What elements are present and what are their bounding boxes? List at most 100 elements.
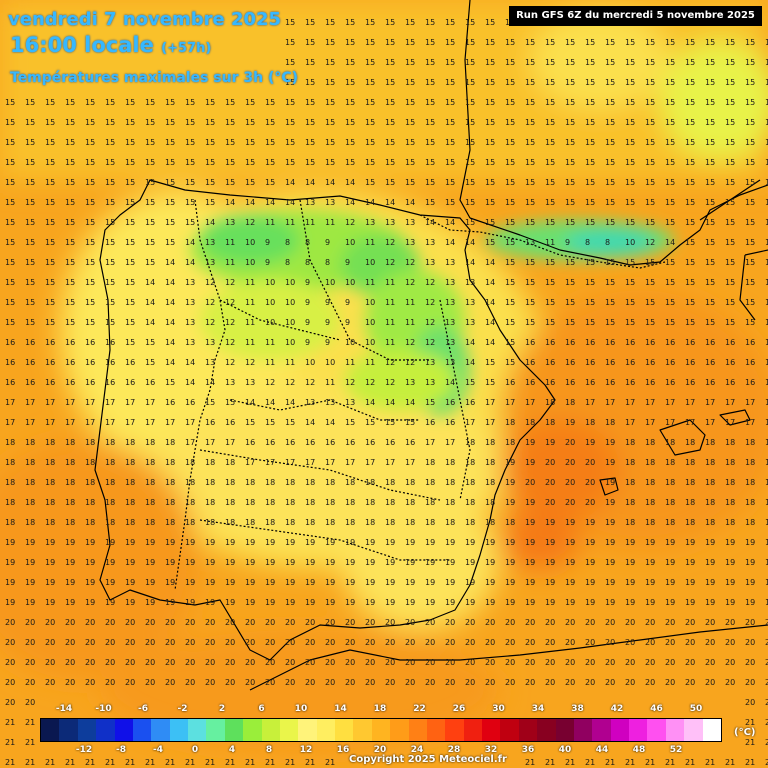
- grid-value: 15: [185, 138, 195, 147]
- grid-value: 20: [405, 658, 415, 667]
- grid-value: 15: [145, 178, 155, 187]
- grid-value: 19: [405, 578, 415, 587]
- grid-value: 15: [225, 138, 235, 147]
- grid-value: 15: [165, 138, 175, 147]
- grid-value: 17: [665, 418, 675, 427]
- grid-value: 14: [485, 278, 495, 287]
- grid-value: 18: [625, 458, 635, 467]
- grid-value: 15: [725, 178, 735, 187]
- grid-value: 19: [145, 598, 155, 607]
- grid-value: 16: [685, 358, 695, 367]
- grid-value: 15: [705, 118, 715, 127]
- grid-value: 21: [645, 758, 655, 767]
- grid-value: 15: [125, 278, 135, 287]
- grid-value: 15: [725, 218, 735, 227]
- grid-value: 16: [205, 418, 215, 427]
- grid-value: 15: [305, 78, 315, 87]
- grid-value: 17: [465, 418, 475, 427]
- legend-color-swatch: [610, 719, 629, 741]
- grid-value: 16: [665, 338, 675, 347]
- menorca: [719, 409, 751, 426]
- grid-value: 15: [745, 158, 755, 167]
- grid-value: 19: [365, 538, 375, 547]
- grid-value: 17: [325, 458, 335, 467]
- grid-value: 15: [505, 98, 515, 107]
- grid-value: 14: [225, 198, 235, 207]
- grid-value: 16: [185, 398, 195, 407]
- grid-value: 15: [525, 58, 535, 67]
- grid-value: 15: [125, 238, 135, 247]
- legend-color-swatch: [114, 719, 133, 741]
- grid-value: 20: [565, 638, 575, 647]
- grid-value: 15: [485, 118, 495, 127]
- grid-value: 20: [365, 618, 375, 627]
- grid-value: 15: [85, 278, 95, 287]
- grid-value: 19: [145, 578, 155, 587]
- grid-value: 15: [485, 158, 495, 167]
- legend-color-swatch: [335, 719, 354, 741]
- grid-value: 15: [245, 138, 255, 147]
- grid-value: 14: [485, 338, 495, 347]
- grid-value: 12: [265, 378, 275, 387]
- grid-value: 15: [645, 198, 655, 207]
- grid-value: 19: [605, 438, 615, 447]
- legend-label: 30: [492, 704, 505, 714]
- grid-value: 17: [105, 398, 115, 407]
- grid-value: 18: [425, 498, 435, 507]
- grid-value: 17: [5, 418, 15, 427]
- grid-value: 15: [665, 318, 675, 327]
- grid-value: 15: [365, 138, 375, 147]
- grid-value: 15: [265, 418, 275, 427]
- grid-value: 20: [165, 678, 175, 687]
- grid-value: 15: [745, 78, 755, 87]
- grid-value: 19: [645, 598, 655, 607]
- grid-value: 19: [585, 558, 595, 567]
- legend-label: 34: [531, 704, 545, 714]
- grid-value: 17: [125, 398, 135, 407]
- grid-value: 12: [385, 378, 395, 387]
- grid-value: 18: [45, 438, 55, 447]
- france-coastline: [459, 0, 768, 266]
- grid-value: 15: [365, 78, 375, 87]
- grid-value: 13: [205, 338, 215, 347]
- grid-value: 15: [485, 198, 495, 207]
- grid-value: 20: [545, 458, 555, 467]
- grid-value: 21: [585, 758, 595, 767]
- grid-value: 11: [365, 358, 375, 367]
- grid-value: 15: [765, 78, 768, 87]
- grid-value: 19: [45, 558, 55, 567]
- grid-value: 15: [25, 278, 35, 287]
- legend-label: 2: [218, 704, 226, 714]
- grid-value: 15: [25, 138, 35, 147]
- grid-value: 15: [605, 258, 615, 267]
- grid-value: 20: [585, 478, 595, 487]
- grid-value: 15: [385, 18, 395, 27]
- grid-value: 15: [185, 118, 195, 127]
- grid-value: 13: [225, 218, 235, 227]
- grid-value: 14: [325, 178, 335, 187]
- grid-value: 21: [745, 718, 755, 727]
- grid-value: 17: [405, 458, 415, 467]
- grid-value: 19: [285, 538, 295, 547]
- grid-value: 19: [525, 598, 535, 607]
- grid-value: 12: [405, 278, 415, 287]
- grid-value: 15: [25, 238, 35, 247]
- grid-value: 15: [385, 138, 395, 147]
- grid-value: 12: [225, 338, 235, 347]
- grid-value: 19: [85, 538, 95, 547]
- grid-value: 11: [545, 238, 555, 247]
- grid-value: 20: [645, 618, 655, 627]
- grid-value: 19: [125, 578, 135, 587]
- grid-value: 14: [665, 238, 675, 247]
- legend-color-swatch: [59, 719, 78, 741]
- grid-value: 15: [725, 138, 735, 147]
- grid-value: 21: [145, 758, 155, 767]
- grid-value: 15: [165, 98, 175, 107]
- grid-value: 15: [525, 178, 535, 187]
- grid-value: 19: [25, 578, 35, 587]
- grid-value: 18: [365, 478, 375, 487]
- grid-value: 11: [225, 238, 235, 247]
- legend-label: 22: [413, 704, 426, 714]
- grid-value: 20: [745, 698, 755, 707]
- grid-value: 16: [725, 338, 735, 347]
